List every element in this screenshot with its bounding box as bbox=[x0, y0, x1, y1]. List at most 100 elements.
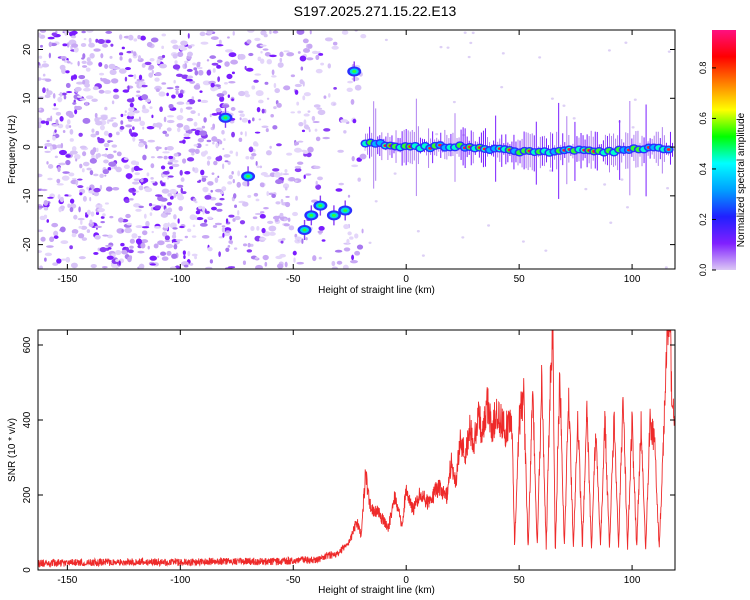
x-tick-label: 50 bbox=[514, 575, 526, 586]
spectrogram-speckle bbox=[282, 173, 290, 176]
spectrogram-speckle bbox=[118, 68, 127, 74]
spectrogram-speckle bbox=[296, 101, 300, 106]
spectrogram-speckle bbox=[105, 148, 109, 151]
spectrogram-speckle bbox=[161, 188, 170, 194]
spectrogram-speckle bbox=[173, 243, 178, 250]
spectrogram-speckle bbox=[104, 153, 108, 158]
spectrogram-speckle bbox=[194, 255, 198, 260]
spectrogram-speckle bbox=[171, 234, 177, 239]
spectrogram-speckle bbox=[193, 84, 201, 90]
spectrogram-speckle bbox=[110, 117, 117, 120]
spectrogram-speckle bbox=[82, 195, 87, 202]
spectrogram-speckle bbox=[97, 117, 104, 120]
y-tick-label: 600 bbox=[22, 336, 33, 353]
spectrogram-speckle bbox=[99, 173, 104, 179]
spectrogram-speckle bbox=[359, 153, 367, 160]
spectrogram-speckle bbox=[104, 64, 109, 69]
spectrogram-speckle bbox=[311, 50, 319, 55]
spectrogram-speckle bbox=[227, 94, 230, 99]
spectrogram-speckle bbox=[60, 55, 67, 60]
spectrogram-speckle bbox=[206, 139, 212, 143]
spectrogram-speckle bbox=[102, 234, 109, 237]
spectrogram-speckle bbox=[273, 82, 277, 89]
snr-y-axis: 0 200 400 600 bbox=[22, 336, 675, 573]
spectrogram-speckle bbox=[118, 260, 121, 266]
spectrogram-speckle bbox=[48, 52, 52, 59]
spectrogram-speckle bbox=[189, 214, 197, 221]
spectrogram-speckle bbox=[221, 186, 227, 192]
spectrogram-speckle bbox=[164, 235, 170, 241]
spectrogram-speckle bbox=[212, 123, 216, 130]
spectrogram-speckle bbox=[213, 160, 218, 166]
spectrogram-speckle bbox=[279, 57, 283, 63]
spectrogram-speckle bbox=[151, 204, 157, 207]
spectrogram-speckle bbox=[164, 147, 168, 151]
spectrogram-speckle bbox=[230, 59, 238, 65]
spectrogram-speckle bbox=[97, 208, 106, 213]
spectrogram-speckle bbox=[110, 253, 116, 257]
spectrogram-speckle bbox=[333, 87, 337, 90]
spectrogram-speckle bbox=[146, 126, 155, 130]
spectrogram-speckle bbox=[216, 59, 223, 63]
spectrogram-speckle bbox=[105, 30, 113, 34]
y-tick-label: 20 bbox=[22, 44, 33, 56]
spectrogram-speckle bbox=[223, 154, 231, 158]
spectrogram-speckle bbox=[146, 98, 151, 103]
colorbar-axis: 0.0 0.2 0.4 0.6 0.8 bbox=[698, 62, 716, 276]
spectrogram-speckle bbox=[68, 113, 75, 118]
spectrogram-speckle bbox=[63, 94, 67, 100]
spectrogram-speckle bbox=[113, 150, 117, 153]
spectrogram-speckle bbox=[120, 113, 124, 118]
spectrogram-speckle bbox=[315, 136, 321, 142]
figure-title: S197.2025.271.15.22.E13 bbox=[294, 3, 457, 19]
spectrogram-speckle bbox=[97, 39, 105, 45]
spectrogram-speckle bbox=[176, 123, 184, 128]
spectrogram-speckle bbox=[141, 63, 146, 68]
spectrogram-speckle bbox=[224, 160, 229, 163]
spectrogram-speckle bbox=[201, 177, 207, 182]
spectrogram-speckle bbox=[127, 74, 134, 77]
spectrogram-speckle bbox=[81, 237, 88, 241]
spectrogram-speckle bbox=[324, 37, 333, 42]
spectrogram-speckle bbox=[52, 92, 56, 99]
spectrogram-speckle bbox=[131, 167, 135, 173]
spectrogram-speckle bbox=[205, 143, 209, 147]
spectrogram-speckle bbox=[232, 193, 237, 199]
spectrogram-speckle bbox=[79, 163, 83, 169]
spectrogram-speckle bbox=[80, 219, 83, 225]
spectrogram-speckle bbox=[201, 125, 206, 129]
spectrogram-speckle bbox=[343, 130, 347, 134]
spectrogram-speckle bbox=[471, 31, 475, 35]
spectrogram-speckle bbox=[315, 180, 318, 186]
spectrogram-speckle bbox=[251, 85, 256, 90]
spectrogram-speckle bbox=[609, 221, 613, 224]
spectrogram-speckle bbox=[147, 139, 156, 143]
spectrogram-speckle bbox=[169, 166, 174, 170]
spectrogram-speckle bbox=[258, 266, 263, 269]
spectrogram-speckle bbox=[46, 219, 50, 223]
spectrogram-speckle bbox=[111, 122, 118, 128]
spectrogram-speckle bbox=[128, 187, 137, 193]
spectrogram-speckle bbox=[572, 117, 576, 120]
spectrogram-speckle bbox=[174, 88, 180, 91]
spectrogram-speckle bbox=[241, 117, 249, 123]
spectrogram-speckle bbox=[155, 72, 162, 77]
spectrogram-speckle bbox=[180, 177, 185, 182]
spectrogram-speckle bbox=[61, 92, 67, 96]
spectrogram-speckle bbox=[257, 56, 262, 62]
spectrogram-speckle bbox=[196, 62, 201, 68]
spectrogram-frame bbox=[37, 29, 676, 270]
spectrogram-speckle bbox=[47, 196, 54, 199]
spectrogram-speckle bbox=[189, 262, 194, 266]
spectrogram-speckle bbox=[81, 30, 86, 34]
spectrogram-speckle bbox=[179, 107, 184, 113]
spectrogram-speckle bbox=[149, 57, 155, 62]
spectrogram-speckle bbox=[263, 207, 269, 210]
spectrogram-speckle bbox=[177, 195, 185, 201]
spectrogram-speckle bbox=[187, 33, 190, 39]
spectrogram-speckle bbox=[284, 261, 288, 268]
spectrogram-speckle bbox=[307, 110, 311, 113]
spectrogram-speckle bbox=[98, 89, 105, 94]
spectrogram-speckle bbox=[124, 110, 127, 113]
spectrogram-speckle bbox=[38, 229, 44, 233]
